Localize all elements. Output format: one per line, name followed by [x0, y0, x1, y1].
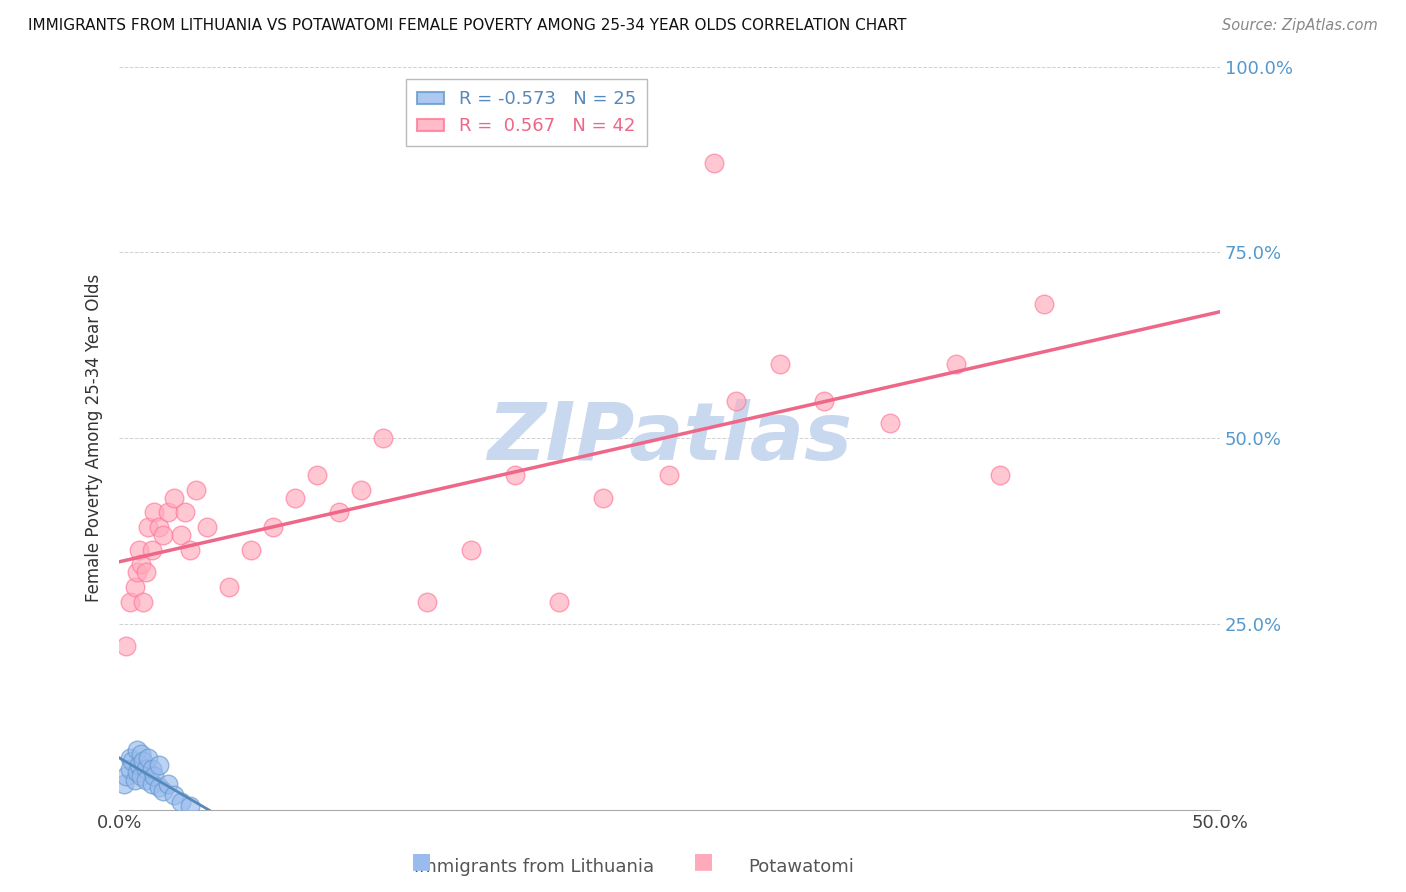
Point: [129, 769, 152, 783]
Point: [328, 505, 350, 519]
Point: [592, 491, 614, 505]
Text: ■: ■: [693, 852, 713, 871]
Point: [1032, 297, 1054, 311]
Point: [152, 784, 174, 798]
Point: [148, 758, 170, 772]
Point: [163, 491, 186, 505]
Point: [135, 772, 157, 787]
Point: [186, 483, 208, 497]
Point: [262, 520, 284, 534]
Point: [128, 542, 150, 557]
Point: [129, 747, 152, 761]
Point: [129, 558, 152, 572]
Point: [141, 542, 163, 557]
Point: [120, 594, 142, 608]
Text: ZIPatlas: ZIPatlas: [486, 399, 852, 477]
Point: [120, 750, 142, 764]
Point: [136, 520, 159, 534]
Point: [125, 743, 148, 757]
Point: [658, 468, 681, 483]
Point: [125, 565, 148, 579]
Point: [148, 520, 170, 534]
Point: [702, 156, 724, 170]
Point: [143, 769, 166, 783]
Point: [115, 769, 138, 783]
Point: [240, 542, 263, 557]
Point: [548, 594, 571, 608]
Point: [307, 468, 329, 483]
Point: [128, 758, 150, 772]
Point: [373, 431, 395, 445]
Point: [988, 468, 1011, 483]
Point: [174, 505, 197, 519]
Point: [124, 580, 146, 594]
Point: [195, 520, 218, 534]
Point: [125, 765, 148, 780]
Point: [179, 798, 201, 813]
Point: [141, 762, 163, 776]
Point: [945, 357, 967, 371]
Text: Source: ZipAtlas.com: Source: ZipAtlas.com: [1222, 18, 1378, 33]
Text: IMMIGRANTS FROM LITHUANIA VS POTAWATOMI FEMALE POVERTY AMONG 25-34 YEAR OLDS COR: IMMIGRANTS FROM LITHUANIA VS POTAWATOMI …: [28, 18, 907, 33]
Point: [170, 527, 193, 541]
Point: [120, 762, 142, 776]
Point: [768, 357, 790, 371]
Point: [813, 393, 835, 408]
Text: Potawatomi: Potawatomi: [748, 858, 855, 876]
Point: [132, 754, 155, 768]
Text: Immigrants from Lithuania: Immigrants from Lithuania: [415, 858, 654, 876]
Point: [152, 527, 174, 541]
Point: [163, 788, 186, 802]
Point: [460, 542, 482, 557]
Point: [148, 780, 170, 795]
Point: [879, 416, 901, 430]
Point: [135, 565, 157, 579]
Point: [416, 594, 439, 608]
Point: [143, 505, 166, 519]
Point: [170, 795, 193, 809]
Point: [132, 594, 155, 608]
Point: [124, 772, 146, 787]
Point: [141, 776, 163, 790]
Point: [350, 483, 373, 497]
Point: [284, 491, 307, 505]
Point: [724, 393, 747, 408]
Y-axis label: Female Poverty Among 25-34 Year Olds: Female Poverty Among 25-34 Year Olds: [86, 274, 103, 602]
Point: [218, 580, 240, 594]
Point: [156, 505, 179, 519]
Point: [115, 639, 138, 653]
Point: [121, 754, 143, 768]
Text: ■: ■: [412, 852, 432, 871]
Legend: R = -0.573   N = 25, R =  0.567   N = 42: R = -0.573 N = 25, R = 0.567 N = 42: [406, 79, 647, 146]
Point: [156, 776, 179, 790]
Point: [135, 762, 157, 776]
Point: [179, 542, 201, 557]
Point: [112, 776, 135, 790]
Point: [136, 750, 159, 764]
Point: [505, 468, 527, 483]
